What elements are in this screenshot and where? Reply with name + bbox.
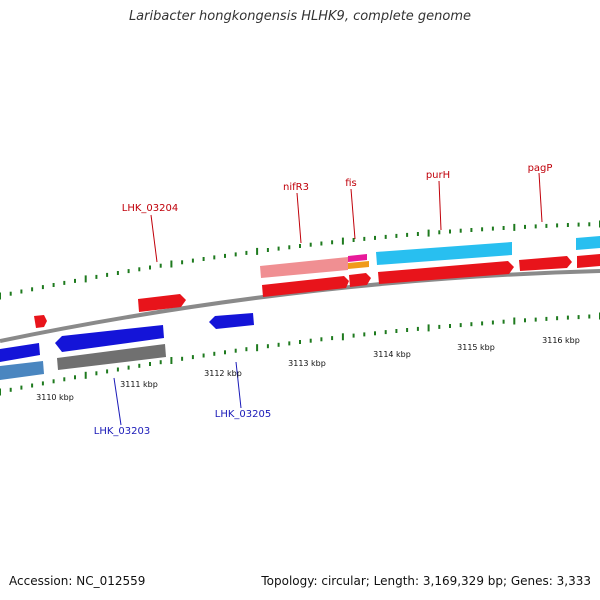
tick-label: 3112 kbp [204, 369, 242, 378]
label-lhk-03204[interactable]: LHK_03204 [122, 203, 178, 214]
upper-features [260, 236, 600, 278]
label-nifr3[interactable]: nifR3 [283, 182, 309, 193]
label-fis[interactable]: fis [345, 178, 357, 189]
feature-pink[interactable] [260, 257, 348, 278]
tick-label: 3115 kbp [457, 343, 495, 352]
tick-label: 3110 kbp [36, 393, 74, 402]
label-lhk-03205[interactable]: LHK_03205 [215, 409, 271, 420]
cds-fis[interactable] [349, 273, 371, 287]
gene-labels: LHK_03204 nifR3 fis purH pagP LHK_03203 … [94, 163, 553, 437]
accession-text: Accession: NC_012559 [9, 574, 146, 588]
reverse-cds-features [0, 313, 254, 362]
tick-label: 3111 kbp [120, 380, 158, 389]
label-callouts [113, 172, 543, 426]
feature-gray[interactable] [57, 344, 166, 370]
tick-label: 3113 kbp [288, 359, 326, 368]
feature-orange[interactable] [348, 261, 369, 269]
kbp-tick-labels: 3110 kbp 3111 kbp 3112 kbp 3113 kbp 3114… [36, 336, 580, 402]
cds-right-edge[interactable] [577, 254, 600, 268]
callout-lhk-03203 [113, 377, 122, 426]
callout-nifr3 [296, 192, 302, 244]
feature-light-blue-purh[interactable] [376, 242, 512, 265]
feature-magenta[interactable] [348, 254, 367, 262]
label-purh[interactable]: purH [426, 170, 450, 181]
cds-lhk-03203[interactable] [55, 325, 164, 352]
genome-summary-text: Topology: circular; Length: 3,169,329 bp… [261, 574, 591, 588]
label-lhk-03203[interactable]: LHK_03203 [94, 426, 150, 437]
outer-scale-ticks [0, 220, 600, 300]
cds-lhk-03204[interactable] [138, 294, 186, 312]
tick-label: 3114 kbp [373, 350, 411, 359]
callout-lhk-03204 [150, 214, 158, 263]
page-title: Laribacter hongkongensis HLHK9, complete… [128, 9, 472, 24]
cds-pagp[interactable] [519, 256, 572, 271]
forward-cds-features [34, 254, 600, 328]
callout-pagp [538, 172, 543, 223]
cds-small-left[interactable] [34, 315, 47, 328]
callout-fis [350, 188, 356, 240]
cds-purh[interactable] [378, 261, 514, 284]
tick-label: 3116 kbp [542, 336, 580, 345]
lower-features [0, 344, 166, 380]
cds-lhk-03205[interactable] [209, 313, 254, 329]
inner-scale-ticks [0, 312, 600, 396]
cds-nifr3[interactable] [262, 276, 349, 297]
callout-purh [438, 180, 442, 231]
feature-light-blue-right[interactable] [576, 236, 600, 250]
label-pagp[interactable]: pagP [528, 163, 553, 174]
cds-reverse-left-edge[interactable] [0, 343, 40, 362]
feature-steel-blue[interactable] [0, 361, 44, 380]
callout-lhk-03205 [235, 361, 242, 409]
